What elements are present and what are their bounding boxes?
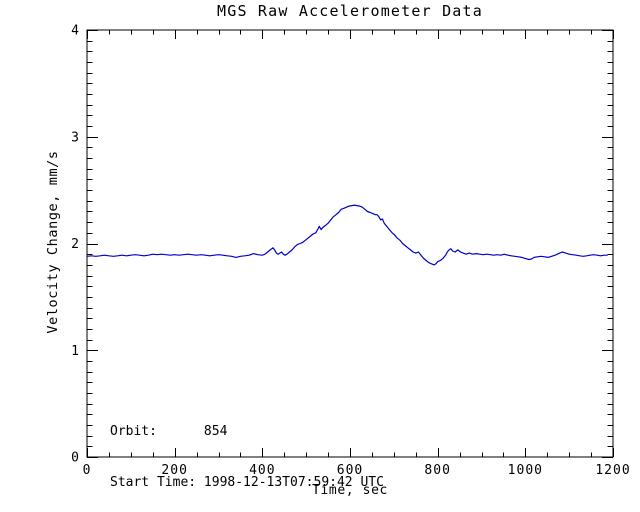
y-tick-label: 1 (71, 344, 79, 359)
x-tick-label: 200 (161, 463, 187, 478)
annotation-orbit: Orbit: 854 (110, 424, 228, 439)
x-tick-label: 400 (249, 463, 275, 478)
y-axis-label: Velocity Change, mm/s (45, 150, 61, 334)
x-tick-label: 800 (424, 463, 450, 478)
x-axis-label: Time, sec (312, 483, 388, 498)
orbit-annotation-block: Orbit: 854 Start Time: 1998-12-13T07:59:… (110, 389, 384, 512)
x-tick-label: 1200 (595, 463, 630, 478)
x-tick-label: 1000 (508, 463, 543, 478)
x-tick-label: 0 (83, 463, 92, 478)
x-tick-label: 600 (337, 463, 363, 478)
velocity-change-line (86, 204, 608, 266)
y-tick-label: 3 (71, 130, 79, 145)
y-tick-label: 2 (71, 237, 79, 252)
chart-title: MGS Raw Accelerometer Data (217, 2, 483, 20)
y-tick-label: 0 (71, 451, 79, 466)
y-tick-label: 4 (71, 24, 79, 39)
annotation-start-time: Start Time: 1998-12-13T07:59:42 UTC (110, 475, 384, 490)
